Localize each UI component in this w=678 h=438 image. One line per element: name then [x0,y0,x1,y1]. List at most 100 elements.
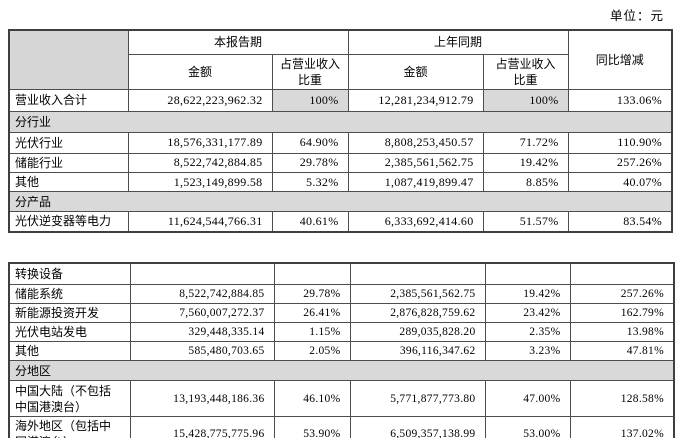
share-prior: 53.00% [484,416,571,438]
yoy-change: 257.26% [569,283,675,304]
table-row-overseas: 海外地区（包括中 国港澳台） 15,428,775,775.96 53.90% … [8,416,675,438]
share-current: 100% [271,88,349,112]
row-label: 其他 [8,341,131,362]
amount-prior: 396,116,347.62 [349,341,486,362]
amount-prior: 2,385,561,562.75 [347,152,484,174]
share-current: 29.78% [273,283,351,304]
yoy-change: 128.58% [569,380,675,418]
col-header-prior-period: 上年同期 [347,29,569,55]
amount-prior [349,262,486,285]
share-current [273,262,351,285]
row-label: 海外地区（包括中 国港澳台） [8,416,131,438]
unit-label: 单位：元 [609,9,664,23]
share-current: 53.90% [273,416,351,438]
revenue-table-part2: 转换设备 储能系统 8,522,742,884.85 29.78% 2,385,… [8,262,675,438]
row-label: 光伏逆变器等电力 [8,211,129,233]
header-row-measures: 金额 占营业收入 比重 金额 占营业收入 比重 [9,53,672,90]
share-prior: 71.72% [482,131,569,154]
amount-prior: 12,281,234,912.79 [347,88,484,112]
col-header-share-prior: 占营业收入 比重 [482,53,569,90]
share-current: 64.90% [271,131,349,154]
amount-prior: 6,333,692,414.60 [347,211,484,233]
table-row-pv-industry: 光伏行业 18,576,331,177.89 64.90% 8,808,253,… [8,131,673,154]
corner-cell [8,29,129,90]
yoy-change: 110.90% [567,131,673,154]
share-current: 46.10% [273,380,351,418]
amount-current: 15,428,775,775.96 [129,416,275,438]
amount-current: 8,522,742,884.85 [129,283,275,304]
yoy-change: 47.81% [569,341,675,362]
yoy-change: 40.07% [567,172,673,193]
section-row-by-region: 分地区 [8,360,675,382]
col-header-share-current: 占营业收入 比重 [271,53,349,90]
table-row-other-product: 其他 585,480,703.65 2.05% 396,116,347.62 3… [8,341,675,362]
amount-current: 329,448,335.14 [129,321,275,343]
table-row-conversion-equipment: 转换设备 [8,262,675,285]
amount-current: 18,576,331,177.89 [127,131,273,154]
share-prior: 100% [482,88,569,112]
share-prior: 2.35% [484,321,571,343]
share-prior [484,262,571,285]
col-header-amount-prior: 金额 [347,53,484,90]
section-row-by-industry: 分行业 [8,110,673,133]
yoy-change: 137.02% [569,416,675,438]
amount-current: 13,193,448,186.36 [129,380,275,418]
row-label: 其他 [8,172,129,193]
amount-current: 585,480,703.65 [129,341,275,362]
row-label: 光伏电站发电 [8,321,131,343]
amount-current: 1,523,149,899.58 [127,172,273,193]
amount-current: 7,560,007,272.37 [129,302,275,323]
row-label: 营业收入合计 [8,88,129,112]
share-current: 40.61% [271,211,349,233]
amount-prior: 289,035,828.20 [349,321,486,343]
table-row-mainland-china: 中国大陆（不包括 中国港澳台） 13,193,448,186.36 46.10%… [8,380,675,418]
amount-prior: 2,385,561,562.75 [349,283,486,304]
table-row-other-industry: 其他 1,523,149,899.58 5.32% 1,087,419,899.… [8,172,673,193]
share-prior: 47.00% [484,380,571,418]
row-label: 中国大陆（不包括 中国港澳台） [8,380,131,418]
yoy-change: 83.54% [567,211,673,233]
share-current: 1.15% [273,321,351,343]
share-current: 26.41% [273,302,351,323]
yoy-change: 133.06% [567,88,673,112]
yoy-change [569,262,675,285]
amount-current: 28,622,223,962.32 [127,88,273,112]
share-prior: 3.23% [484,341,571,362]
amount-current [129,262,275,285]
row-label: 转换设备 [8,262,131,285]
table-row-storage-industry: 储能行业 8,522,742,884.85 29.78% 2,385,561,5… [8,152,673,174]
table-row-storage-system: 储能系统 8,522,742,884.85 29.78% 2,385,561,5… [8,283,675,304]
row-label: 储能系统 [8,283,131,304]
section-label: 分地区 [8,360,675,382]
share-prior: 23.42% [484,302,571,323]
amount-prior: 1,087,419,899.47 [347,172,484,193]
revenue-table-part1: 本报告期 上年同期 同比增减 金额 占营业收入 比重 金额 占营业收入 比重 营… [8,29,674,233]
amount-prior: 8,808,253,450.57 [347,131,484,154]
table-row-new-energy-investment: 新能源投资开发 7,560,007,272.37 26.41% 2,876,82… [8,302,675,323]
row-label: 储能行业 [8,152,129,174]
amount-current: 8,522,742,884.85 [127,152,273,174]
yoy-change: 162.79% [569,302,675,323]
share-prior: 19.42% [484,283,571,304]
table-row-pv-power-station: 光伏电站发电 329,448,335.14 1.15% 289,035,828.… [8,321,675,343]
share-current: 5.32% [271,172,349,193]
share-current: 2.05% [273,341,351,362]
share-prior: 19.42% [482,152,569,174]
amount-prior: 5,771,877,773.80 [349,380,486,418]
col-header-amount-current: 金额 [127,53,273,90]
amount-prior: 2,876,828,759.62 [349,302,486,323]
row-label: 新能源投资开发 [8,302,131,323]
row-label: 光伏行业 [8,131,129,154]
share-current: 29.78% [271,152,349,174]
table-row-total-revenue: 营业收入合计 28,622,223,962.32 100% 12,281,234… [8,88,673,112]
col-header-yoy-change: 同比增减 [567,29,673,90]
col-header-current-period: 本报告期 [127,29,349,55]
amount-prior: 6,509,357,138.99 [349,416,486,438]
share-prior: 51.57% [482,211,569,233]
table-row-pv-inverter: 光伏逆变器等电力 11,624,544,766.31 40.61% 6,333,… [8,211,673,233]
header-row-periods: 本报告期 上年同期 同比增减 [8,29,673,90]
section-label: 分产品 [8,191,673,213]
share-prior: 8.85% [482,172,569,193]
yoy-change: 257.26% [567,152,673,174]
